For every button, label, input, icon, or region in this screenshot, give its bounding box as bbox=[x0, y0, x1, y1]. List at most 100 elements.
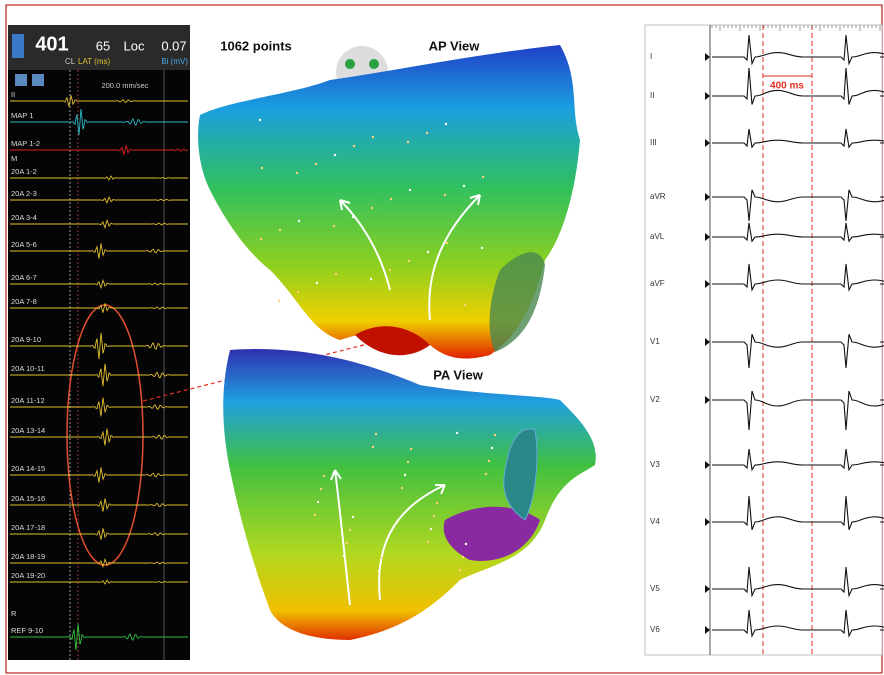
map-point bbox=[390, 198, 392, 200]
map-point bbox=[259, 119, 261, 121]
map-point bbox=[296, 172, 298, 174]
map-point bbox=[408, 260, 410, 262]
pa-map bbox=[223, 349, 596, 640]
map-point bbox=[371, 207, 373, 209]
figure: 401 CL 65 LAT (ms) Loc 0.07 Bi (mV) 200.… bbox=[0, 0, 884, 675]
map-point bbox=[446, 242, 448, 244]
channel-label: 20A 14-15 bbox=[11, 464, 45, 473]
channel-label: 20A 10-11 bbox=[11, 364, 45, 373]
lead-label: V2 bbox=[650, 395, 660, 404]
map-point bbox=[456, 432, 458, 434]
bi-label: Bi (mV) bbox=[161, 57, 188, 66]
map-point bbox=[488, 460, 490, 462]
map-point bbox=[462, 556, 464, 558]
map-point bbox=[372, 446, 374, 448]
channel-label: MAP 1 bbox=[11, 111, 33, 120]
map-point bbox=[409, 189, 411, 191]
lat-value: 65 bbox=[96, 38, 110, 53]
lead-label: V5 bbox=[650, 584, 660, 593]
map-point bbox=[343, 555, 345, 557]
lead-label: aVR bbox=[650, 192, 666, 201]
lead-label: V6 bbox=[650, 625, 660, 634]
cl-label: CL bbox=[65, 57, 76, 66]
map-point bbox=[433, 515, 435, 517]
channel-label: 20A 15-16 bbox=[11, 494, 45, 503]
map-point bbox=[333, 225, 335, 227]
map-point bbox=[320, 488, 322, 490]
icon-eye bbox=[369, 59, 379, 69]
lead-label: aVL bbox=[650, 232, 665, 241]
map-point bbox=[352, 516, 354, 518]
map-point bbox=[401, 487, 403, 489]
lead-label: V3 bbox=[650, 460, 660, 469]
map-point bbox=[427, 541, 429, 543]
map-point bbox=[464, 304, 466, 306]
tool-button[interactable] bbox=[32, 74, 44, 86]
map-point bbox=[334, 154, 336, 156]
tool-button[interactable] bbox=[15, 74, 27, 86]
lead-label: aVF bbox=[650, 279, 665, 288]
map-point bbox=[436, 502, 438, 504]
map-point bbox=[463, 185, 465, 187]
map-point bbox=[485, 473, 487, 475]
map-point bbox=[315, 163, 317, 165]
channel-label: 20A 11-12 bbox=[11, 396, 45, 405]
map-point bbox=[279, 229, 281, 231]
map-point bbox=[410, 448, 412, 450]
map-point bbox=[352, 216, 354, 218]
lat-label: LAT (ms) bbox=[78, 57, 110, 66]
channel-label: 20A 2-3 bbox=[11, 189, 37, 198]
channel-label: 20A 13-14 bbox=[11, 426, 45, 435]
activation-maps: 1062 points AP View PA View bbox=[198, 38, 596, 640]
map-point bbox=[381, 557, 383, 559]
map-point bbox=[370, 278, 372, 280]
lead-label: V4 bbox=[650, 517, 660, 526]
map-point bbox=[316, 282, 318, 284]
nav-button[interactable] bbox=[12, 34, 24, 58]
loc-label: Loc bbox=[124, 38, 145, 53]
channel-label: MAP 1-2 bbox=[11, 139, 40, 148]
map-point bbox=[404, 474, 406, 476]
points-label: 1062 points bbox=[220, 38, 292, 53]
map-point bbox=[260, 238, 262, 240]
lead-label: II bbox=[650, 91, 654, 100]
channel-label: 20A 5-6 bbox=[11, 240, 37, 249]
map-point bbox=[481, 247, 483, 249]
channel-label: M bbox=[11, 154, 17, 163]
channel-label: REF 9-10 bbox=[11, 626, 43, 635]
map-point bbox=[427, 251, 429, 253]
map-point bbox=[482, 176, 484, 178]
map-point bbox=[353, 145, 355, 147]
map-point bbox=[378, 570, 380, 572]
map-point bbox=[389, 269, 391, 271]
map-point bbox=[335, 273, 337, 275]
channel-label: 20A 9-10 bbox=[11, 335, 41, 344]
map-point bbox=[465, 543, 467, 545]
map-point bbox=[407, 461, 409, 463]
map-point bbox=[491, 447, 493, 449]
lead-label: I bbox=[650, 52, 652, 61]
channel-label: 20A 3-4 bbox=[11, 213, 37, 222]
channel-label: R bbox=[11, 609, 17, 618]
map-point bbox=[349, 529, 351, 531]
channel-label: 20A 1-2 bbox=[11, 167, 37, 176]
map-point bbox=[430, 528, 432, 530]
channel-label: 20A 18-19 bbox=[11, 552, 45, 561]
map-point bbox=[261, 167, 263, 169]
map-point bbox=[375, 433, 377, 435]
electrogram-panel: 401 CL 65 LAT (ms) Loc 0.07 Bi (mV) 200.… bbox=[8, 25, 190, 660]
map-point bbox=[298, 220, 300, 222]
map-point bbox=[314, 514, 316, 516]
channel-label: 20A 19-20 bbox=[11, 571, 45, 580]
icon-eye bbox=[345, 59, 355, 69]
bi-value: 0.07 bbox=[161, 38, 186, 53]
map-point bbox=[426, 132, 428, 134]
cl-value: 401 bbox=[35, 33, 68, 55]
map-point bbox=[297, 291, 299, 293]
ap-view-label: AP View bbox=[429, 38, 481, 53]
map-point bbox=[445, 123, 447, 125]
map-point bbox=[323, 475, 325, 477]
channel-label: 20A 17-18 bbox=[11, 523, 45, 532]
map-point bbox=[317, 501, 319, 503]
